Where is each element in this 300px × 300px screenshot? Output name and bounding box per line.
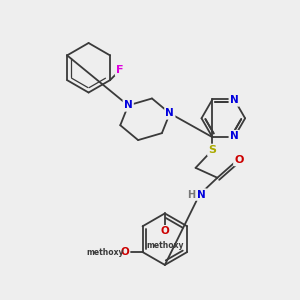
Text: N: N — [197, 190, 206, 200]
Text: methoxy: methoxy — [86, 248, 124, 256]
Text: N: N — [124, 100, 133, 110]
Text: N: N — [230, 95, 239, 105]
Text: O: O — [235, 155, 244, 165]
Text: F: F — [116, 65, 124, 75]
Text: methoxy: methoxy — [146, 241, 184, 250]
Text: O: O — [120, 247, 129, 257]
Text: S: S — [208, 145, 216, 155]
Text: H: H — [188, 190, 196, 200]
Text: O: O — [160, 226, 169, 236]
Text: N: N — [230, 131, 239, 141]
Text: N: N — [165, 108, 174, 118]
